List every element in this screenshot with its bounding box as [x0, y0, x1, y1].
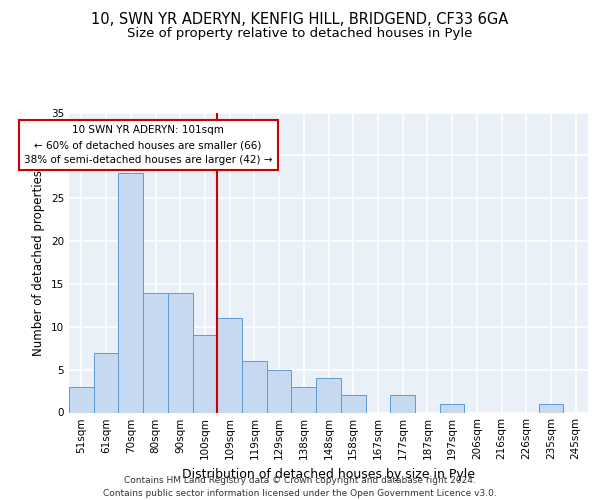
Bar: [242, 361, 267, 412]
Bar: [440, 404, 464, 412]
Bar: [267, 370, 292, 412]
Bar: [341, 396, 365, 412]
Bar: [193, 336, 217, 412]
Text: Contains HM Land Registry data © Crown copyright and database right 2024.
Contai: Contains HM Land Registry data © Crown c…: [103, 476, 497, 498]
Bar: [94, 352, 118, 412]
Bar: [168, 292, 193, 412]
Y-axis label: Number of detached properties: Number of detached properties: [32, 170, 46, 356]
Bar: [292, 387, 316, 412]
Text: 10 SWN YR ADERYN: 101sqm
← 60% of detached houses are smaller (66)
38% of semi-d: 10 SWN YR ADERYN: 101sqm ← 60% of detach…: [24, 126, 272, 165]
Bar: [118, 172, 143, 412]
Bar: [217, 318, 242, 412]
Bar: [316, 378, 341, 412]
Text: 10, SWN YR ADERYN, KENFIG HILL, BRIDGEND, CF33 6GA: 10, SWN YR ADERYN, KENFIG HILL, BRIDGEND…: [91, 12, 509, 28]
Bar: [69, 387, 94, 412]
Bar: [539, 404, 563, 412]
Text: Size of property relative to detached houses in Pyle: Size of property relative to detached ho…: [127, 28, 473, 40]
Bar: [390, 396, 415, 412]
X-axis label: Distribution of detached houses by size in Pyle: Distribution of detached houses by size …: [182, 468, 475, 481]
Bar: [143, 292, 168, 412]
